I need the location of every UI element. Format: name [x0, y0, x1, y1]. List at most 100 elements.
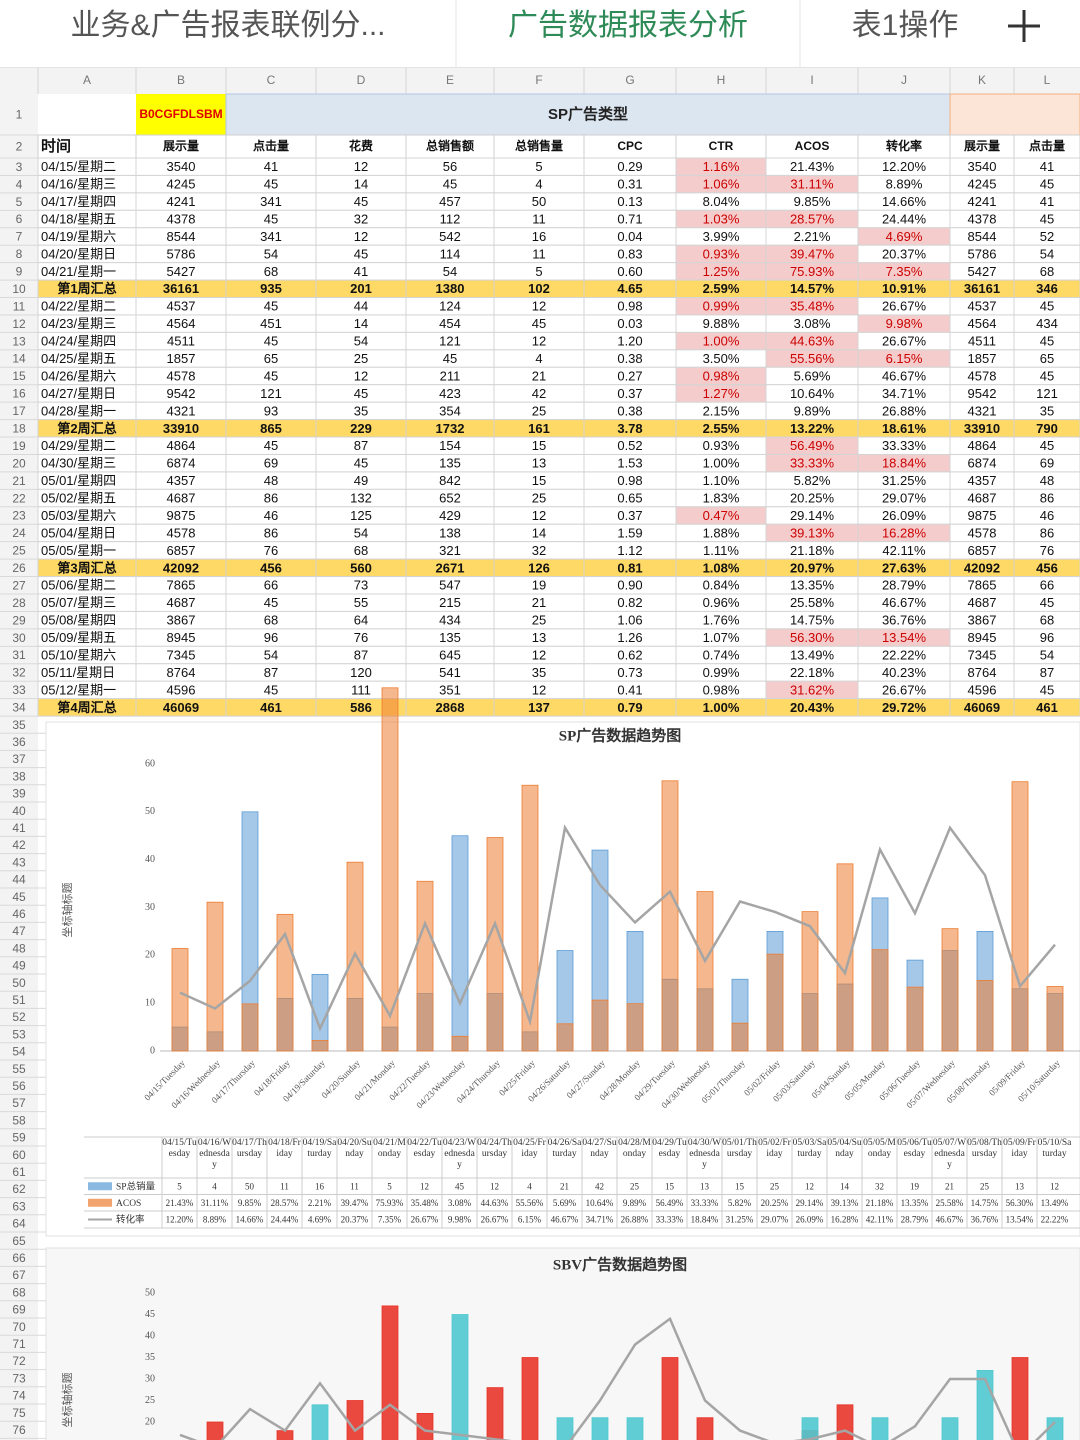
data-table-value: 28.79%: [901, 1215, 929, 1225]
cell-value: 0.31: [617, 177, 642, 192]
cell-value: 45: [354, 386, 368, 401]
row-number: 51: [12, 993, 26, 1007]
cell-value: 120: [350, 665, 372, 680]
cell-value: 0.90: [617, 578, 642, 593]
header-label: CTR: [709, 139, 734, 153]
cell-value: 86: [264, 491, 278, 506]
row-number: 13: [12, 334, 26, 348]
data-table-header: 05/07/Wednesday: [932, 1138, 967, 1170]
data-table-header-box: 04/26/Saturday: [548, 1138, 582, 1159]
cell-value: 1.26: [617, 630, 642, 645]
bar: [416, 880, 434, 1052]
sheet-tab[interactable]: 业务&广告报表联例分...: [70, 9, 385, 42]
cell-value: 5786: [167, 246, 196, 261]
cell-value: 21: [532, 368, 546, 383]
cell-value: 52: [1040, 229, 1054, 244]
cell-value: 20.25%: [790, 491, 835, 506]
data-table-header-box: 05/10/Saturday: [1038, 1138, 1072, 1159]
row-number: 6: [16, 212, 23, 226]
cell-value: 541: [439, 665, 461, 680]
cell-value: 46: [264, 508, 278, 523]
cell-value: 0.93%: [703, 438, 740, 453]
sheet-tab[interactable]: 表1操作: [852, 9, 959, 42]
data-table-header: 05/08/Thursday: [967, 1138, 1002, 1159]
cell-value: 0.27: [617, 368, 642, 383]
cell-value: 7865: [167, 578, 196, 593]
cell-value: 56.30%: [790, 630, 835, 645]
add-sheet-button[interactable]: [995, 6, 1053, 56]
chart-title: SP广告数据趋势图: [559, 726, 682, 744]
data-table-header-box: 04/25/Friday: [513, 1138, 546, 1159]
cell-value: 25.58%: [790, 595, 835, 610]
cell-value: 86: [264, 525, 278, 540]
data-table-value: 13: [700, 1181, 710, 1191]
row-number: 60: [12, 1148, 26, 1162]
cell-value: 1.06: [617, 613, 642, 628]
column-letter: F: [535, 73, 542, 87]
cell-value: 86: [1040, 525, 1054, 540]
row-number: 69: [12, 1303, 26, 1317]
cell-value: 44.63%: [790, 334, 835, 349]
data-table-value: 25.58%: [936, 1198, 964, 1208]
cell-value: 0.96%: [703, 595, 740, 610]
cell-value: 05/09/星期五: [41, 630, 116, 645]
summary-value: 20.43%: [790, 700, 835, 715]
cell-value: 31.25%: [882, 473, 927, 488]
row-number: 64: [12, 1217, 26, 1231]
summary-value: 36161: [964, 281, 1000, 296]
cell-value: 68: [1040, 264, 1054, 279]
row-number: 76: [12, 1423, 26, 1437]
cell-value: 29.14%: [790, 508, 835, 523]
row-number: 47: [12, 924, 26, 938]
data-table-header: 05/03/Saturday: [792, 1138, 827, 1159]
cell-value: 39.47%: [790, 246, 835, 261]
cell-value: 44: [354, 299, 368, 314]
cell-value: 1.53: [617, 456, 642, 471]
cell-value: 21: [532, 595, 546, 610]
data-table-value: 36.76%: [971, 1215, 999, 1225]
column-letter: H: [717, 73, 726, 87]
cell-value: 321: [439, 543, 461, 558]
data-table-value: 42.11%: [866, 1215, 894, 1225]
cell-value: 14: [532, 525, 546, 540]
cell-value: 48: [264, 473, 278, 488]
data-table-value: 25: [770, 1181, 780, 1191]
cell-value: 215: [439, 595, 461, 610]
cell-value: 04/27/星期日: [41, 386, 116, 401]
bar: [696, 1417, 714, 1440]
summary-value: 46069: [163, 700, 199, 715]
cell-value: 8544: [167, 229, 196, 244]
bar: [346, 1400, 364, 1440]
data-table-value: 12.20%: [166, 1215, 194, 1225]
data-table-value: 46.67%: [551, 1215, 579, 1225]
cell-value: 13: [532, 630, 546, 645]
cell-value: 76: [1040, 543, 1054, 558]
data-table-value: 5: [387, 1181, 392, 1191]
cell-value: 05/05/星期一: [41, 543, 116, 558]
cell-value: 45: [264, 211, 278, 226]
data-table-header: 04/24/Thursday: [477, 1138, 512, 1159]
cell-value: 15: [532, 438, 546, 453]
cell-value: 842: [439, 473, 461, 488]
cell-value: 0.03: [617, 316, 642, 331]
cell-value: 49: [354, 473, 368, 488]
cell-value: 12: [532, 682, 546, 697]
summary-value: 20.97%: [790, 560, 835, 575]
data-table-value: 26.67%: [411, 1215, 439, 1225]
data-table-header-box: 04/21/Monday: [373, 1138, 406, 1159]
sheet-tab[interactable]: 广告数据报表分析: [508, 9, 748, 42]
data-table-header-box: 04/22/Tuesday: [407, 1138, 442, 1159]
cell-value: 1.10%: [703, 473, 740, 488]
cell-value: 54: [264, 246, 278, 261]
data-table-header: 04/22/Tuesday: [407, 1138, 442, 1159]
y-axis-title: 坐标轴标题: [60, 1373, 74, 1428]
cell-value: 45: [264, 368, 278, 383]
data-table-value: 4: [212, 1181, 217, 1191]
cell-value: 54: [354, 525, 368, 540]
cell-value: 0.93%: [703, 246, 740, 261]
column-letter: J: [901, 73, 907, 87]
cell-value: 45: [1040, 334, 1054, 349]
summary-value: 42092: [163, 560, 199, 575]
summary-value: 14.57%: [790, 281, 835, 296]
